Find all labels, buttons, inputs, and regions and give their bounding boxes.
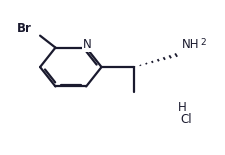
Text: 2: 2 — [200, 38, 206, 47]
Text: NH: NH — [182, 38, 199, 51]
Text: N: N — [83, 38, 92, 51]
Text: Br: Br — [17, 22, 32, 35]
Text: Cl: Cl — [180, 113, 192, 126]
Text: H: H — [178, 101, 187, 114]
